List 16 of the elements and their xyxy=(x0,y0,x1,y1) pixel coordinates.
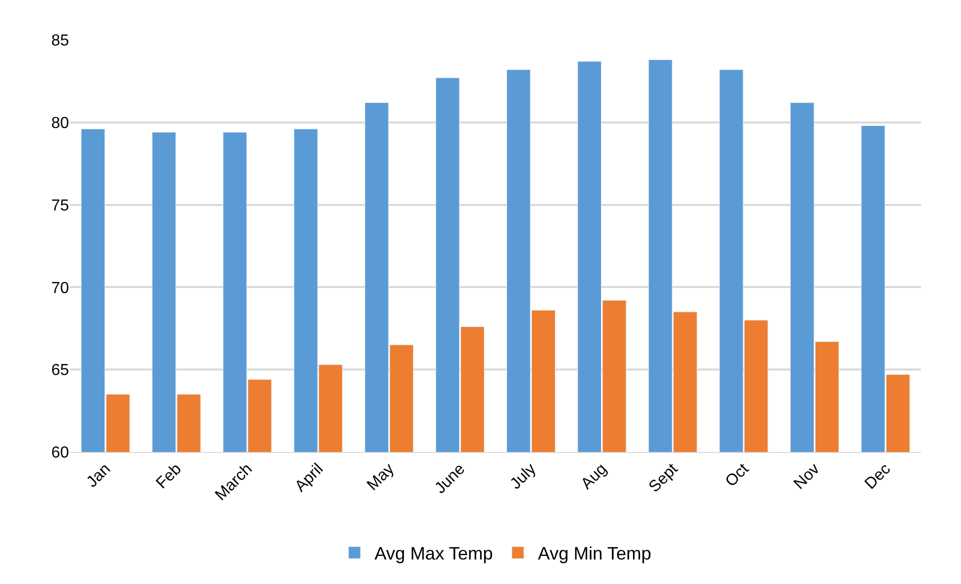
y-tick-label: 65 xyxy=(51,362,70,380)
legend-label: Avg Min Temp xyxy=(538,544,652,564)
x-tick-label: Nov xyxy=(790,460,824,493)
y-tick-label: 70 xyxy=(51,280,70,297)
y-tick-label: 85 xyxy=(51,32,70,50)
legend-label: Avg Max Temp xyxy=(374,544,493,564)
x-tick-label: Dec xyxy=(862,460,894,493)
x-tick-label: Jan xyxy=(84,460,114,491)
y-tick-label: 60 xyxy=(51,444,70,462)
y-tick-label: 80 xyxy=(51,115,70,132)
x-tick-label: May xyxy=(364,460,398,494)
x-tick-label: Aug xyxy=(578,460,610,493)
y-tick-label: 75 xyxy=(51,197,70,214)
x-tick-label: Feb xyxy=(153,460,185,492)
x-tick-label: July xyxy=(507,460,540,493)
x-tick-label: Oct xyxy=(722,460,753,490)
